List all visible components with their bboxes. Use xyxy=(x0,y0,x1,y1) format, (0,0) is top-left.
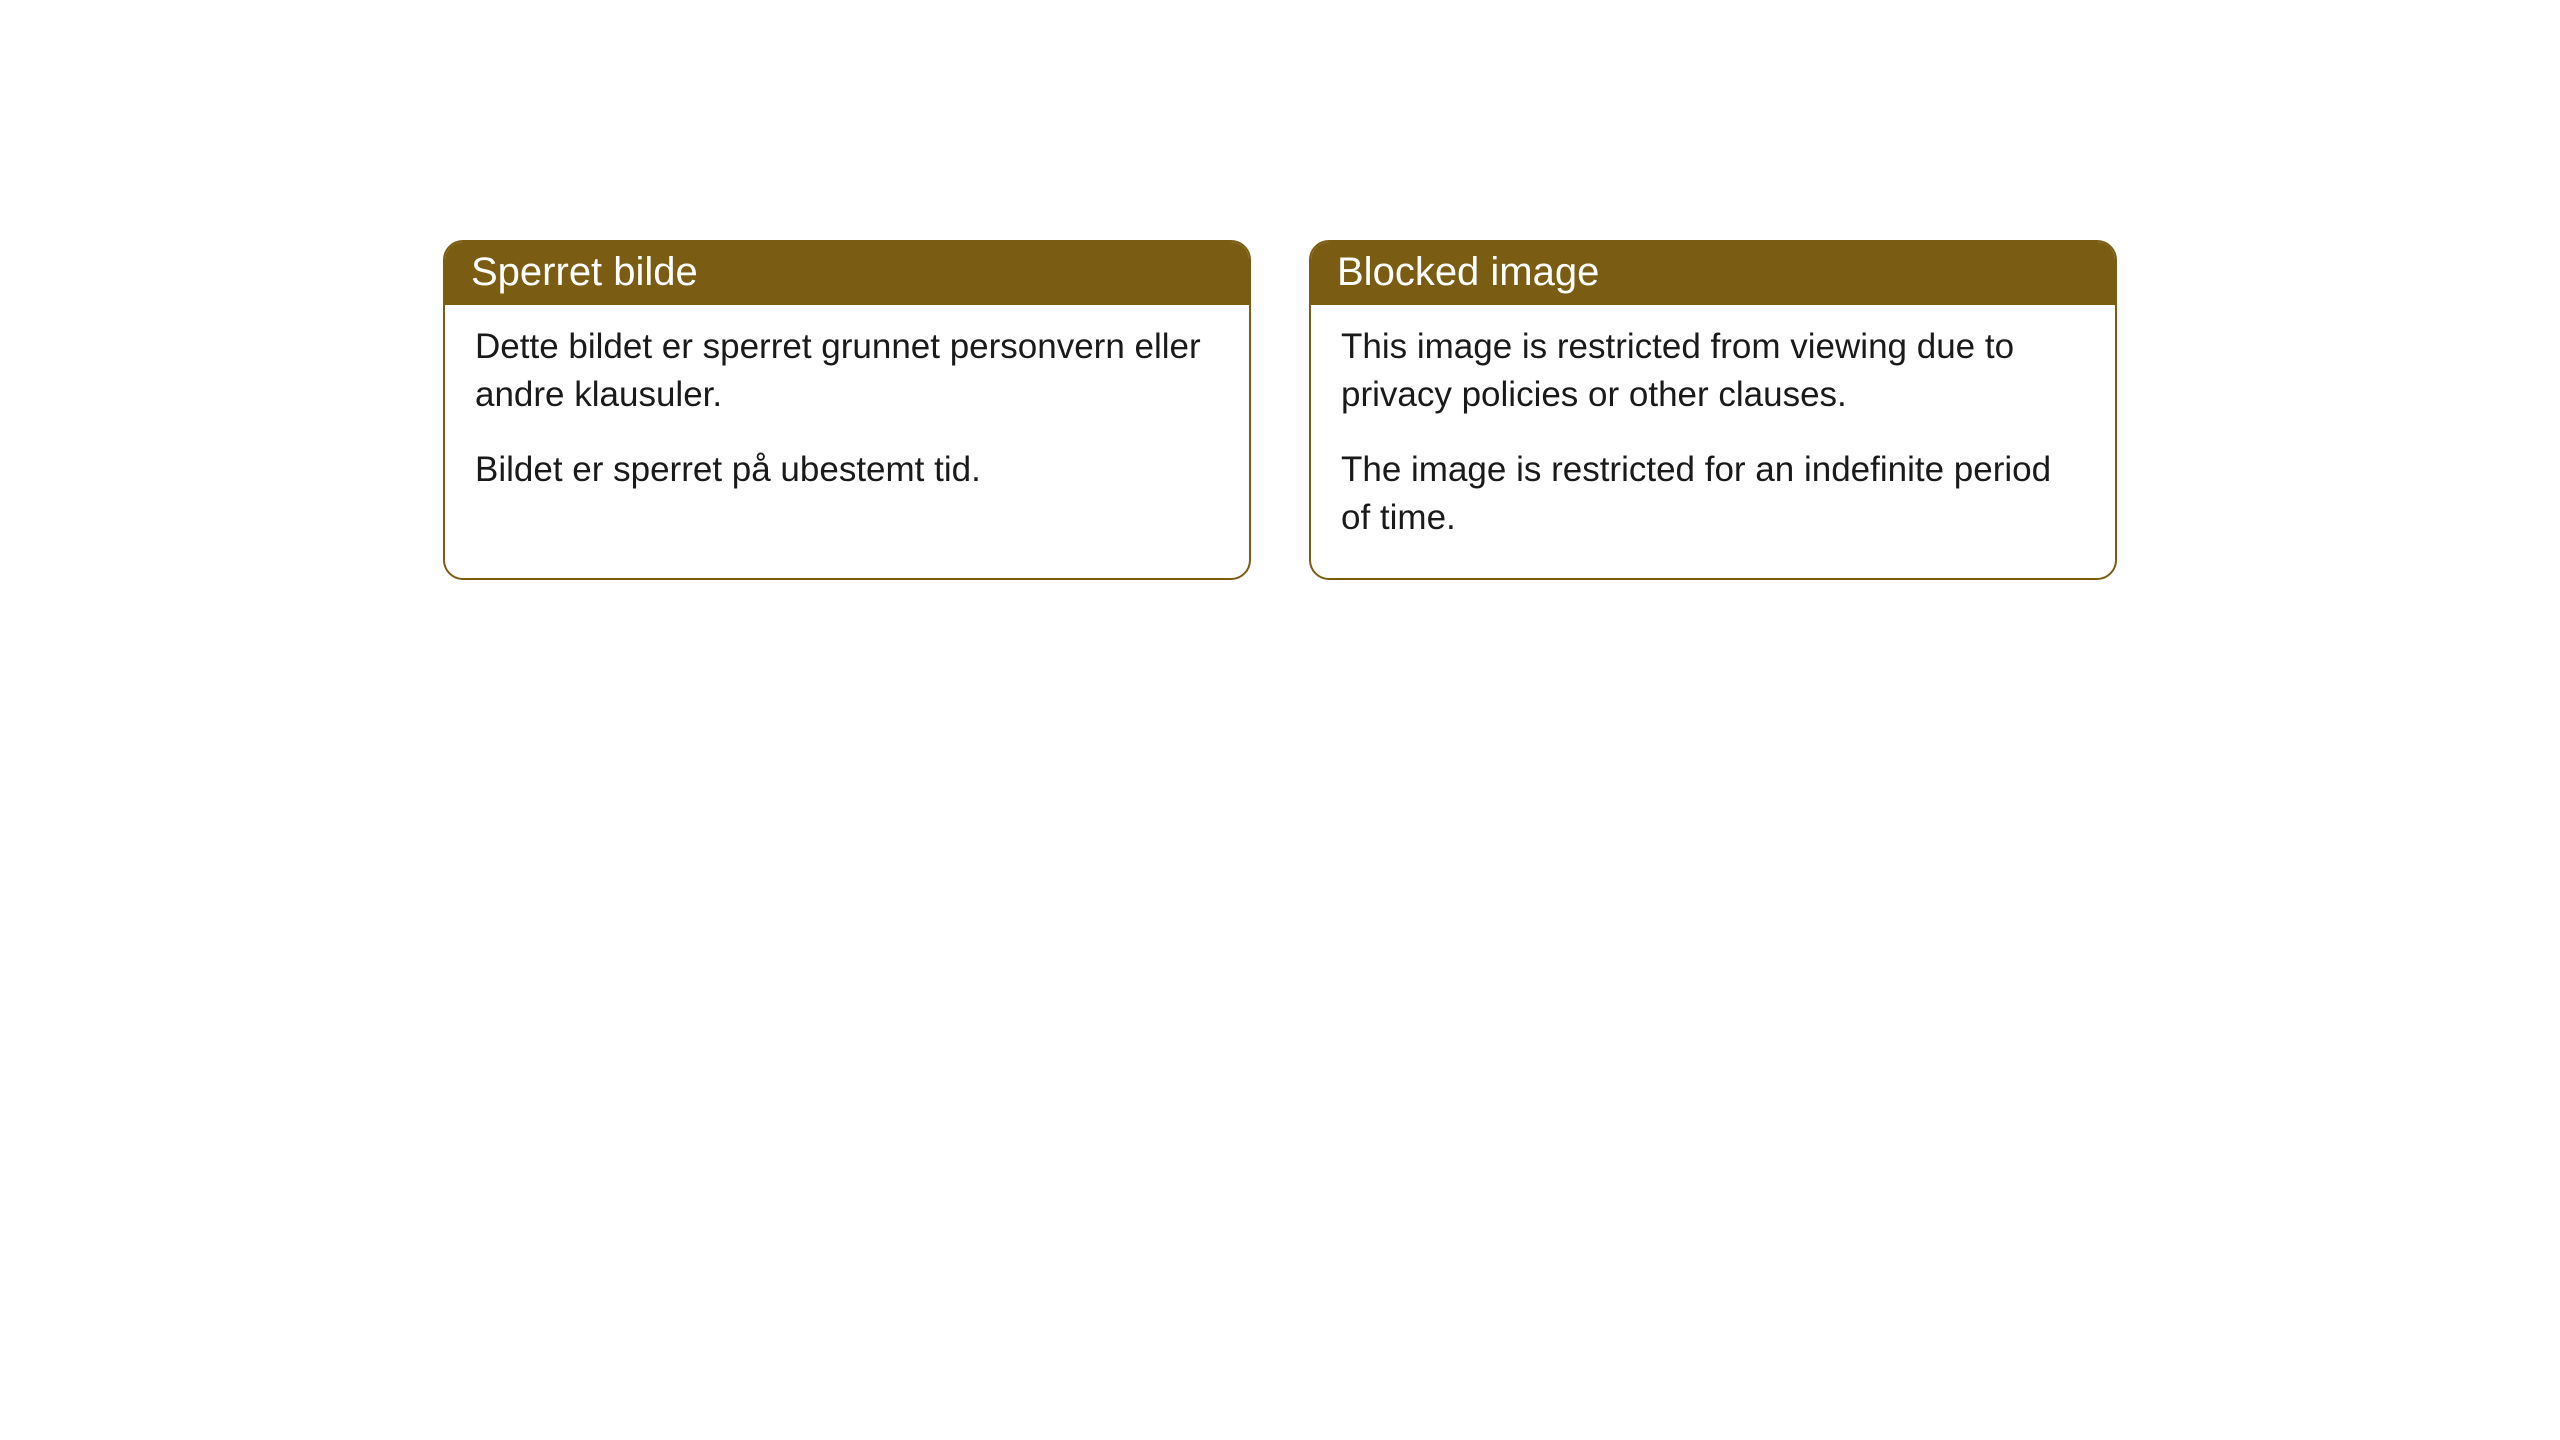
card-body: This image is restricted from viewing du… xyxy=(1311,305,2115,578)
card-header: Sperret bilde xyxy=(445,242,1249,305)
notice-container: Sperret bilde Dette bildet er sperret gr… xyxy=(0,240,2560,580)
notice-text: This image is restricted from viewing du… xyxy=(1341,323,2085,420)
blocked-image-card-en: Blocked image This image is restricted f… xyxy=(1309,240,2117,580)
notice-text: The image is restricted for an indefinit… xyxy=(1341,446,2085,543)
card-body: Dette bildet er sperret grunnet personve… xyxy=(445,305,1249,530)
notice-text: Bildet er sperret på ubestemt tid. xyxy=(475,446,1219,494)
blocked-image-card-no: Sperret bilde Dette bildet er sperret gr… xyxy=(443,240,1251,580)
notice-text: Dette bildet er sperret grunnet personve… xyxy=(475,323,1219,420)
card-header: Blocked image xyxy=(1311,242,2115,305)
